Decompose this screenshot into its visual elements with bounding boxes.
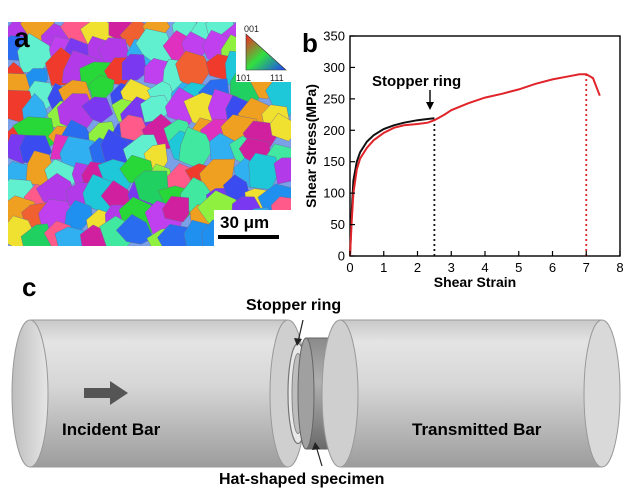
stopper-pointer-line — [297, 319, 304, 343]
y-tick-label: 250 — [323, 91, 345, 106]
series-black-line — [349, 117, 435, 257]
grain — [273, 157, 291, 185]
y-tick-label: 50 — [331, 217, 345, 232]
incident-bar — [11, 319, 307, 468]
y-tick-label: 150 — [323, 154, 345, 169]
grain — [162, 196, 190, 223]
specimen-pointer-head — [312, 442, 320, 450]
grain — [115, 214, 154, 245]
grain — [121, 53, 148, 81]
incident-bar-label: Incident Bar — [62, 420, 161, 439]
y-tick-label: 300 — [323, 60, 345, 75]
y-axis-label: Shear Stress(MPa) — [303, 84, 319, 208]
y-tick-label: 200 — [323, 123, 345, 138]
x-tick-label: 5 — [515, 260, 522, 275]
ipf-label-101: 101 — [236, 73, 251, 83]
stress-strain-chart: 0 1 2 3 4 5 6 7 8 0 50 100 150 200 250 300 350 Shear Stra… — [303, 29, 624, 291]
y-tick-label: 350 — [323, 29, 345, 44]
annotation-arrow-head — [426, 102, 434, 110]
x-tick-label: 2 — [414, 260, 421, 275]
x-tick-label: 7 — [583, 260, 590, 275]
stopper-ring-label: Stopper ring — [246, 297, 341, 314]
x-tick-label: 1 — [380, 260, 387, 275]
y-tick-label: 0 — [338, 249, 345, 264]
shpb-schematic-panel: Stopper ring Incident Bar Transmitted Ba… — [0, 272, 640, 499]
y-tick-label: 100 — [323, 186, 345, 201]
ipf-legend-triangle — [245, 33, 287, 71]
ipf-label-001: 001 — [244, 24, 259, 34]
ebsd-grain-map: 001 101 111 30 μm — [8, 22, 291, 246]
stress-strain-chart-panel: 0 1 2 3 4 5 6 7 8 0 50 100 150 200 250 300 350 Shear Stra… — [300, 22, 632, 292]
x-tick-label: 4 — [481, 260, 488, 275]
shpb-schematic: Stopper ring Incident Bar Transmitted Ba… — [11, 297, 621, 488]
stopper-ring-annotation: Stopper ring — [372, 73, 461, 90]
transmitted-bar-label: Transmitted Bar — [412, 420, 542, 439]
panel-label-b: b — [302, 28, 318, 58]
x-tick-label: 6 — [549, 260, 556, 275]
loading-direction-arrow — [84, 381, 128, 405]
scale-bar — [218, 235, 279, 239]
ipf-label-111: 111 — [270, 73, 284, 83]
panel-label-a: a — [14, 22, 30, 53]
scale-bar-label: 30 μm — [220, 213, 269, 232]
grain — [269, 112, 291, 142]
hat-shaped-specimen-label: Hat-shaped specimen — [219, 471, 384, 488]
x-tick-label: 3 — [448, 260, 455, 275]
ebsd-map-panel: 001 101 111 30 μm a — [8, 22, 291, 246]
stopper-pointer-head — [294, 338, 302, 346]
transmitted-bar — [321, 319, 621, 468]
x-tick-label: 0 — [346, 260, 353, 275]
plot-frame — [349, 35, 621, 257]
scale-bar-background — [214, 210, 291, 246]
series-red-line — [349, 73, 601, 257]
x-tick-label: 8 — [616, 260, 623, 275]
grain — [20, 223, 54, 246]
x-axis-label: Shear Strain — [434, 274, 516, 290]
panel-label-c: c — [22, 272, 37, 302]
